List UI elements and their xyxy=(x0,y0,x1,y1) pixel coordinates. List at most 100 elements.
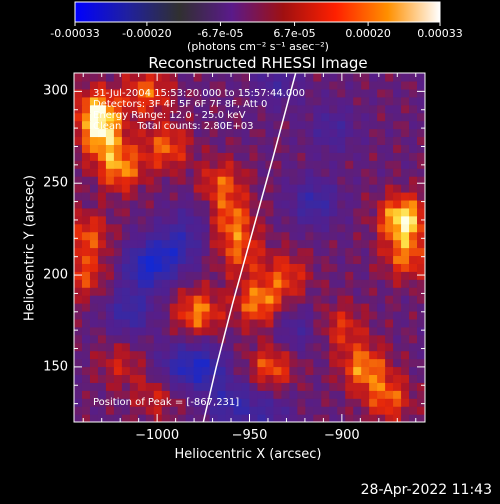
heatmap-cell xyxy=(401,310,410,320)
heatmap-cell xyxy=(217,231,227,241)
heatmap-cell xyxy=(353,112,362,122)
heatmap-cell xyxy=(201,342,211,352)
heatmap-cell xyxy=(121,398,131,407)
heatmap-cell xyxy=(137,96,147,106)
heatmap-cell xyxy=(74,231,83,241)
heatmap-cell xyxy=(329,120,338,130)
heatmap-cell xyxy=(377,398,386,407)
solar-limb-line xyxy=(202,73,297,422)
heatmap-cell xyxy=(145,96,155,106)
heatmap-cell xyxy=(225,136,235,145)
heatmap-cell xyxy=(361,310,370,320)
heatmap-cell xyxy=(289,366,298,376)
heatmap-cell xyxy=(361,73,370,82)
heatmap-cell xyxy=(233,96,243,106)
heatmap-cell xyxy=(74,263,83,272)
heatmap-cell xyxy=(345,88,354,98)
heatmap-cell xyxy=(129,96,139,106)
heatmap-cell xyxy=(249,152,259,161)
heatmap-cell xyxy=(105,96,115,106)
heatmap-cell xyxy=(417,168,425,177)
heatmap-cell xyxy=(321,112,330,122)
heatmap-cell xyxy=(385,390,394,399)
heatmap-cell xyxy=(409,199,418,209)
heatmap-cell xyxy=(257,279,267,288)
heatmap-cell xyxy=(89,414,99,422)
heatmap-cell xyxy=(297,247,306,257)
heatmap-cell xyxy=(145,287,155,296)
heatmap-cell xyxy=(81,231,91,241)
heatmap-cell xyxy=(353,350,362,360)
heatmap-cell xyxy=(177,303,187,312)
heatmap-cell xyxy=(153,191,163,201)
heatmap-cell xyxy=(97,382,107,391)
heatmap-cell xyxy=(265,223,275,233)
heatmap-cell xyxy=(409,184,418,193)
heatmap-cell xyxy=(273,263,283,272)
heatmap-cell xyxy=(97,406,107,415)
heatmap-cell xyxy=(145,80,155,90)
heatmap-cell xyxy=(417,406,425,415)
heatmap-cell xyxy=(217,215,227,225)
heatmap-cell xyxy=(289,326,298,336)
heatmap-cell xyxy=(97,104,107,114)
heatmap-cell xyxy=(377,271,386,280)
heatmap-cell xyxy=(321,73,330,82)
heatmap-cell xyxy=(225,414,235,422)
heatmap-cell xyxy=(297,390,306,399)
heatmap-cell xyxy=(313,136,322,145)
heatmap-cell xyxy=(153,271,163,280)
heatmap-cell xyxy=(177,73,187,82)
heatmap-cell xyxy=(345,176,354,185)
heatmap-cell xyxy=(113,247,123,257)
heatmap-cell xyxy=(145,326,155,336)
heatmap-cell xyxy=(313,295,322,304)
heatmap-cell xyxy=(137,88,147,98)
heatmap-cell xyxy=(241,406,251,415)
heatmap-cell xyxy=(249,398,259,407)
heatmap-cell xyxy=(249,88,259,98)
heatmap-cell xyxy=(177,176,187,185)
heatmap-cell xyxy=(385,88,394,98)
heatmap-cell xyxy=(177,326,187,336)
heatmap-cell xyxy=(257,96,267,106)
heatmap-cell xyxy=(385,255,394,264)
heatmap-cell xyxy=(401,144,410,153)
heatmap-cell xyxy=(185,191,195,201)
heatmap-cell xyxy=(297,295,306,304)
heatmap-cell xyxy=(217,152,227,161)
y-tick-label: 300 xyxy=(43,83,68,99)
heatmap-cell xyxy=(329,191,338,201)
heatmap-cell xyxy=(385,414,394,422)
heatmap-cell xyxy=(209,191,219,201)
heatmap-cell xyxy=(353,287,362,296)
heatmap-cell xyxy=(257,342,267,352)
heatmap-cell xyxy=(289,215,298,225)
heatmap-cell xyxy=(273,199,283,209)
heatmap-cell xyxy=(273,390,283,399)
heatmap-cell xyxy=(145,255,155,264)
heatmap-cell xyxy=(265,144,275,153)
heatmap-cell xyxy=(129,358,139,368)
heatmap-cell xyxy=(201,398,211,407)
heatmap-cell xyxy=(417,152,425,161)
heatmap-cell xyxy=(113,88,123,98)
heatmap-cell xyxy=(305,136,314,145)
heatmap-cell xyxy=(193,334,203,344)
heatmap-cell xyxy=(185,128,195,138)
heatmap-cell xyxy=(241,287,251,296)
heatmap-cell xyxy=(417,88,425,98)
heatmap-cell xyxy=(137,271,147,280)
heatmap-cell xyxy=(337,112,346,122)
heatmap-cell xyxy=(129,239,139,249)
heatmap-cell xyxy=(265,414,275,422)
heatmap-cell xyxy=(169,255,179,264)
heatmap-cell xyxy=(113,326,123,336)
heatmap-cell xyxy=(105,406,115,415)
heatmap-cell xyxy=(129,310,139,320)
heatmap-cell xyxy=(313,406,322,415)
heatmap-cell xyxy=(289,247,298,257)
heatmap-cell xyxy=(409,398,418,407)
heatmap-cell xyxy=(217,382,227,391)
